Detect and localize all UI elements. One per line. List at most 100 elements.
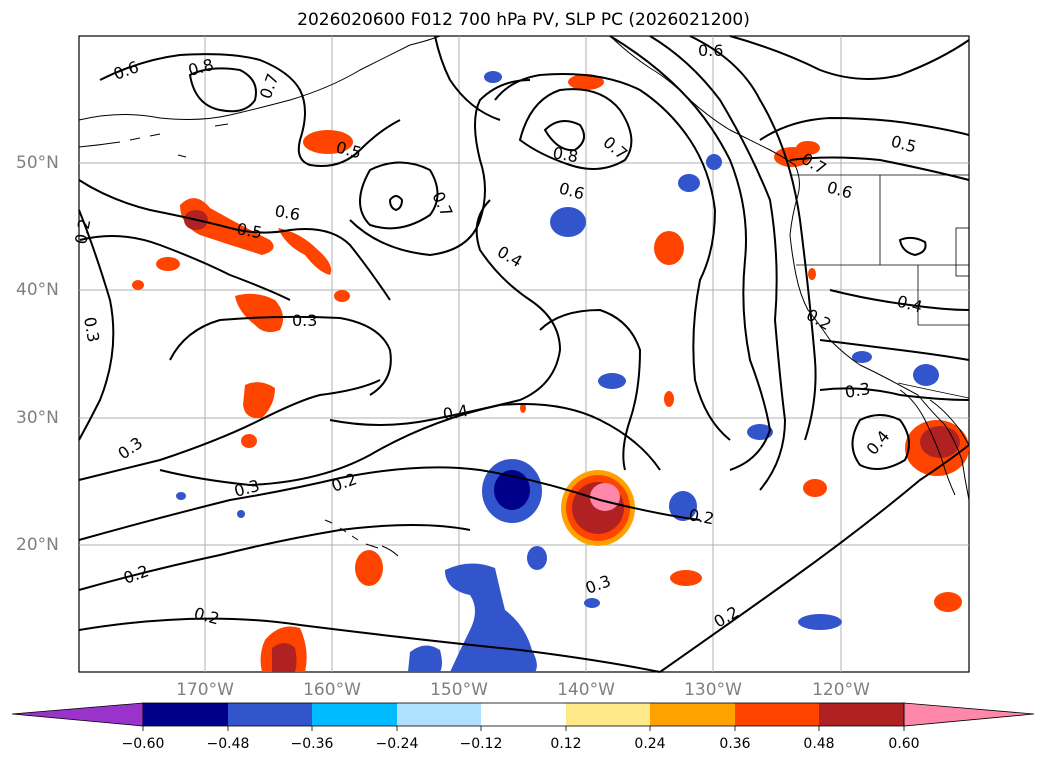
lon-label: 130°W [684, 680, 742, 700]
map-frame [78, 35, 970, 673]
contour-line [79, 235, 291, 301]
contour-line [609, 35, 772, 471]
contour-label: 0.8 [551, 143, 579, 166]
pv-blob [796, 141, 820, 155]
colorbar-tick-label: 0.36 [719, 736, 751, 752]
contour-line [539, 308, 642, 471]
pv-blob [550, 207, 586, 237]
contour-line [851, 414, 910, 470]
colorbar-outline [142, 702, 905, 727]
contour-line [898, 236, 927, 257]
contour-line [494, 73, 731, 441]
pv-blob [747, 424, 773, 440]
contour-line [689, 35, 817, 441]
pv-blob [654, 231, 684, 265]
pv-blob [808, 268, 816, 280]
pv-blob [584, 598, 600, 608]
pv-blob [670, 570, 702, 586]
lon-label: 140°W [557, 680, 615, 700]
pv-blob [568, 74, 604, 90]
pv-blob [494, 470, 530, 510]
lat-label: 20°N [16, 535, 59, 555]
pv-blob [590, 483, 620, 511]
lon-label: 170°W [176, 680, 234, 700]
colorbar-segment [143, 703, 228, 726]
pv-blob [355, 550, 383, 586]
colorbar-tick-label: 0.24 [634, 736, 666, 752]
pv-blob [272, 643, 297, 672]
contour-label: 0.5 [235, 219, 263, 242]
alaska-coast [609, 35, 796, 166]
contour-labels: 0.6 0.8 0.7 0.5 0.6 0.7 0.5 0.2 0.3 0.3 … [71, 41, 924, 631]
pv-blob [132, 280, 144, 290]
colorbar-segment [228, 703, 312, 726]
contour-line [359, 161, 439, 230]
contour-line [78, 617, 661, 673]
lon-label: 150°W [430, 680, 488, 700]
colorbar-segment-extend-low [11, 702, 144, 727]
pv-blob [243, 382, 275, 419]
aleutian-chain [78, 123, 229, 158]
contour-line [434, 35, 501, 121]
pv-blob [520, 403, 526, 413]
bc-coast [789, 164, 970, 501]
contour-line [349, 79, 531, 257]
contour-line [99, 53, 401, 167]
colorbar-segment-extend-high [903, 702, 1035, 727]
slp-contours [78, 35, 970, 673]
pv-blob [678, 174, 700, 192]
lon-label: 120°W [812, 680, 870, 700]
contour-line [329, 199, 562, 426]
colorbar-segment [650, 703, 735, 726]
contour-label: 0.6 [698, 41, 723, 60]
contour-label: 0.3 [843, 379, 871, 402]
contour-line [169, 315, 392, 396]
pv-blob [484, 71, 502, 83]
pv-blob [664, 391, 674, 407]
colorbar-tick-label: −0.12 [459, 736, 503, 752]
pv-blob [934, 592, 962, 612]
colorbar-tick-label: −0.24 [375, 736, 419, 752]
pv-blob [706, 154, 722, 170]
pv-blob [913, 364, 939, 386]
contour-line [78, 524, 471, 591]
mainland-mexico [929, 399, 970, 446]
lat-label: 40°N [16, 280, 59, 300]
contour-label: 0.2 [687, 505, 715, 528]
baja-coast [899, 389, 956, 496]
contour-label: 0.2 [71, 217, 94, 245]
contour-line [819, 387, 970, 401]
colorbar-segment [312, 703, 397, 726]
borders [790, 174, 970, 399]
colorbar-tick-label: −0.36 [290, 736, 334, 752]
contour-line [159, 403, 661, 487]
lon-label: 160°W [303, 680, 361, 700]
contour-line [789, 156, 970, 181]
contour-label: 0.4 [441, 401, 469, 424]
colorbar-segment [397, 703, 481, 726]
colorbar-tick-label: 0.12 [550, 736, 582, 752]
contour-line [78, 379, 381, 481]
lat-label: 30°N [16, 408, 59, 428]
pv-blob [278, 228, 332, 275]
colorbar-tick-label: 0.60 [888, 736, 920, 752]
pv-blob [241, 434, 257, 448]
pv-blob [852, 351, 872, 363]
colorbar-segment [735, 703, 819, 726]
pv-blob [408, 645, 442, 672]
pv-blob [803, 479, 827, 497]
pv-blob [527, 546, 547, 570]
contour-line [388, 195, 404, 212]
colorbar-segment [481, 703, 566, 726]
contour-line [649, 35, 787, 491]
contour-label: 0.6 [273, 201, 301, 224]
contour-line [543, 120, 585, 152]
alaska-coast [78, 35, 441, 121]
pv-blob [334, 290, 350, 302]
contour-line [78, 179, 391, 301]
colorbar-tick-label: −0.48 [206, 736, 250, 752]
pv-blob [669, 491, 697, 521]
contour-line [829, 289, 970, 311]
contour-line [659, 444, 970, 673]
